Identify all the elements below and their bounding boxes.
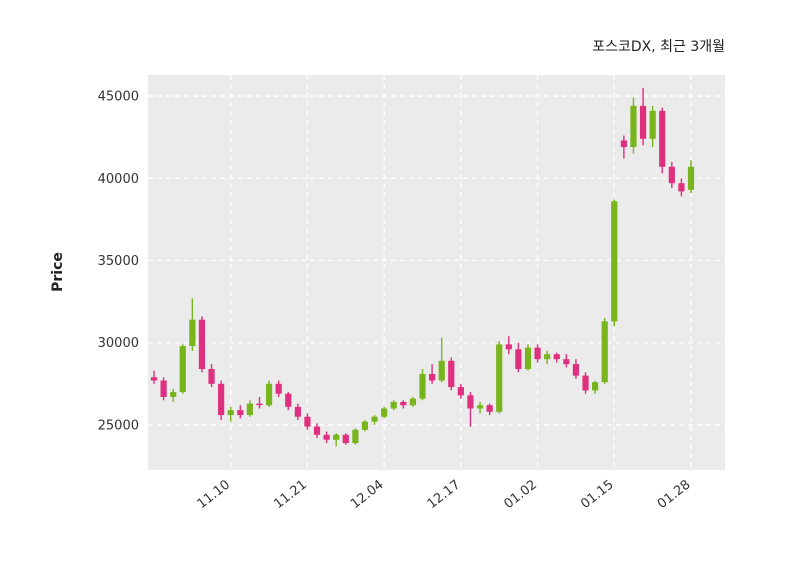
plot-background — [148, 75, 725, 470]
candle-body-up — [476, 405, 484, 409]
candle-body-up — [592, 382, 599, 391]
candle-body-down — [678, 183, 685, 192]
candle-body-up — [438, 360, 445, 381]
candle-body-up — [352, 429, 359, 444]
candle-body-down — [563, 359, 570, 365]
candle-body-up — [265, 383, 273, 406]
candle-body-down — [323, 434, 330, 440]
candle-body-up — [227, 410, 234, 416]
candle-body-down — [572, 364, 580, 376]
candle-body-up — [544, 354, 551, 360]
x-tick-label: 01.02 — [501, 477, 540, 512]
candle-body-down — [160, 380, 167, 397]
x-tick-label: 11.10 — [195, 477, 234, 512]
candle-body-up — [179, 346, 186, 393]
candle-body-down — [294, 406, 301, 417]
candle-body-down — [304, 416, 311, 427]
candle-body-up — [371, 416, 378, 422]
candle-body-down — [448, 360, 455, 388]
x-tick-label: 01.15 — [578, 477, 617, 512]
candle-body-up — [419, 373, 426, 399]
candle-body-up — [361, 421, 369, 430]
candle-body-up — [409, 398, 417, 406]
candle-body-down — [668, 166, 675, 184]
x-tick-label: 12.17 — [425, 477, 464, 512]
y-tick-label: 40000 — [98, 172, 139, 187]
candle-body-up — [524, 347, 532, 370]
candle-body-down — [428, 373, 436, 381]
candle-body-down — [457, 387, 464, 396]
y-tick-label: 25000 — [98, 418, 139, 433]
chart-title: 포스코DX, 최근 3개월 — [592, 39, 725, 55]
candle-body-down — [659, 110, 666, 167]
candle-body-down — [553, 354, 560, 360]
y-tick-label: 35000 — [98, 254, 139, 269]
candle-body-down — [218, 383, 225, 416]
candle-body-down — [400, 401, 407, 406]
candle-body-down — [582, 375, 589, 391]
candle-body-down — [639, 105, 647, 139]
x-tick-label: 11.21 — [271, 477, 310, 512]
candle-body-down — [237, 410, 244, 416]
candle-body-down — [285, 393, 292, 407]
candle-body-down — [208, 369, 215, 384]
candle-body-down — [150, 377, 158, 381]
candle-body-down — [505, 344, 512, 350]
candle-body-down — [198, 319, 206, 370]
x-tick-label: 12.04 — [348, 477, 387, 512]
candle-body-down — [620, 140, 627, 148]
candle-body-up — [390, 401, 397, 409]
y-tick-label: 45000 — [98, 90, 139, 105]
candle-body-up — [496, 344, 503, 412]
candle-body-up — [381, 408, 388, 417]
candle-body-up — [170, 392, 177, 397]
candle-body-up — [611, 201, 618, 322]
candle-body-down — [275, 383, 282, 394]
candle-body-up — [246, 403, 253, 416]
candle-body-down — [486, 405, 493, 412]
candle-body-down — [534, 347, 541, 360]
y-tick-label: 30000 — [98, 336, 139, 351]
candle-body-up — [601, 321, 608, 383]
candle-body-up — [687, 166, 695, 190]
candle-body-down — [515, 349, 522, 370]
candle-body-up — [333, 434, 340, 440]
candle-body-down — [467, 395, 474, 409]
candle-body-up — [630, 105, 637, 148]
candle-body-down — [342, 434, 349, 444]
candle-body-up — [189, 319, 196, 347]
candle-body-up — [649, 110, 656, 139]
candle-body-down — [256, 403, 263, 406]
candle-body-down — [313, 426, 321, 435]
x-tick-label: 01.28 — [655, 477, 694, 512]
